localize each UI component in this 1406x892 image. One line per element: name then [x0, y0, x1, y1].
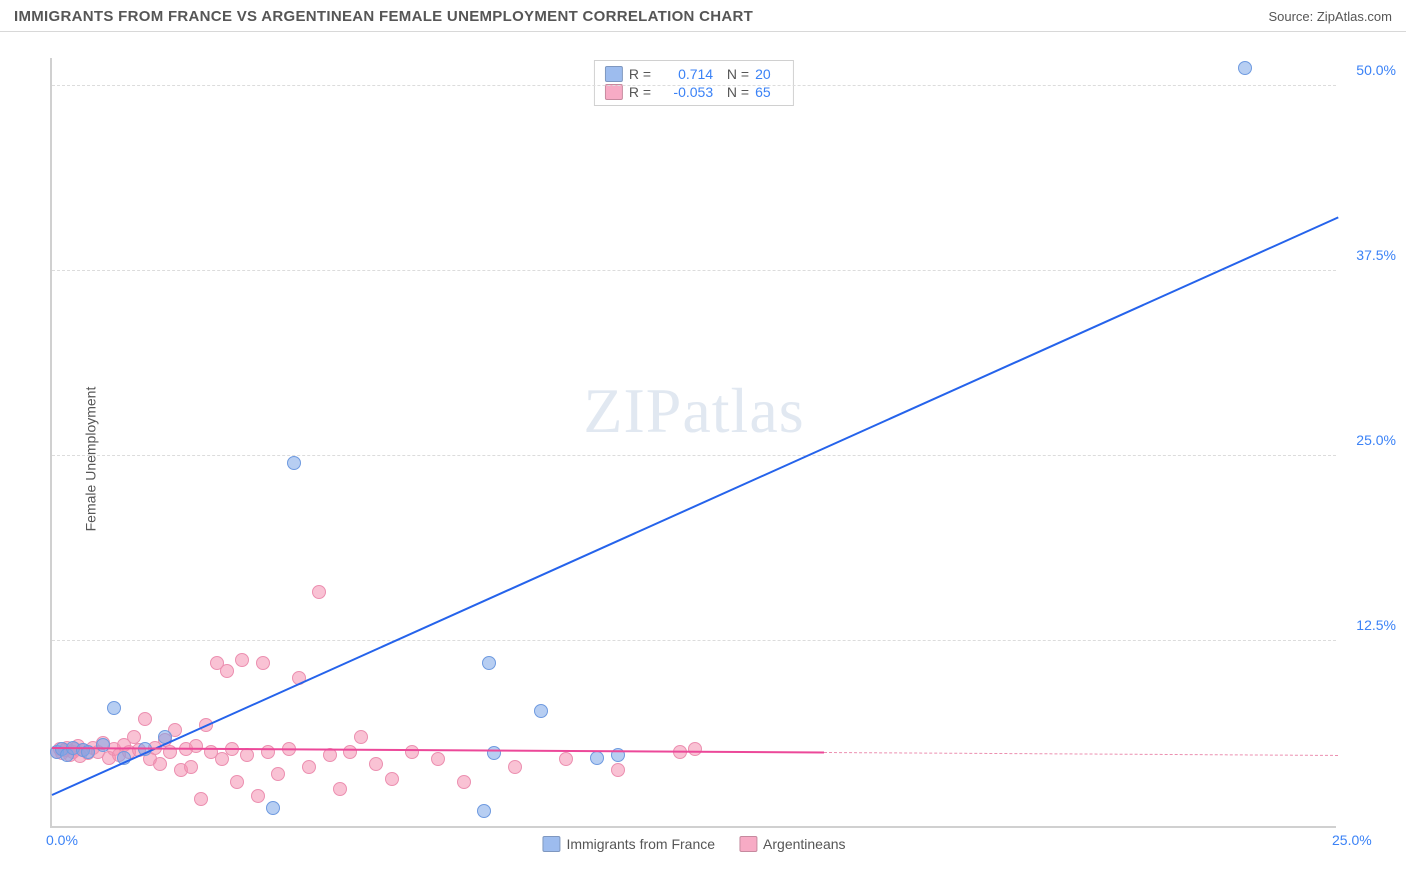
chart-source: Source: ZipAtlas.com: [1268, 9, 1392, 24]
data-point: [590, 751, 604, 765]
data-point: [261, 745, 275, 759]
data-point: [220, 664, 234, 678]
data-point: [153, 757, 167, 771]
data-point: [256, 656, 270, 670]
chart-area: Female Unemployment ZIPatlas R = 0.714 N…: [14, 40, 1392, 878]
data-point: [534, 704, 548, 718]
data-point: [107, 701, 121, 715]
data-point: [508, 760, 522, 774]
legend-item: Immigrants from France: [542, 836, 715, 852]
data-point: [138, 712, 152, 726]
data-point: [611, 763, 625, 777]
data-point: [333, 782, 347, 796]
stats-row-series-1: R = 0.714 N = 20: [605, 65, 783, 83]
data-point: [431, 752, 445, 766]
gridline: [52, 270, 1336, 271]
swatch-icon: [605, 84, 623, 100]
data-point: [688, 742, 702, 756]
x-tick-label: 25.0%: [1332, 832, 1372, 848]
data-point: [369, 757, 383, 771]
y-tick-label: 37.5%: [1344, 247, 1396, 263]
gridline: [52, 455, 1336, 456]
data-point: [1238, 61, 1252, 75]
data-point: [559, 752, 573, 766]
data-point: [343, 745, 357, 759]
swatch-icon: [605, 66, 623, 82]
swatch-icon: [739, 836, 757, 852]
chart-title: IMMIGRANTS FROM FRANCE VS ARGENTINEAN FE…: [14, 8, 753, 25]
data-point: [266, 801, 280, 815]
data-point: [482, 656, 496, 670]
trend-line: [824, 752, 1338, 756]
data-point: [230, 775, 244, 789]
trend-line: [52, 217, 1339, 796]
swatch-icon: [542, 836, 560, 852]
data-point: [354, 730, 368, 744]
chart-header: IMMIGRANTS FROM FRANCE VS ARGENTINEAN FE…: [0, 0, 1406, 32]
data-point: [302, 760, 316, 774]
stats-row-series-2: R = -0.053 N = 65: [605, 83, 783, 101]
plot-region: ZIPatlas R = 0.714 N = 20 R = -0.053 N =…: [50, 58, 1336, 828]
data-point: [251, 789, 265, 803]
data-point: [312, 585, 326, 599]
data-point: [385, 772, 399, 786]
y-tick-label: 25.0%: [1344, 432, 1396, 448]
data-point: [194, 792, 208, 806]
data-point: [96, 738, 110, 752]
correlation-stats-box: R = 0.714 N = 20 R = -0.053 N = 65: [594, 60, 794, 106]
watermark: ZIPatlas: [583, 374, 804, 448]
legend-item: Argentineans: [739, 836, 846, 852]
legend: Immigrants from France Argentineans: [542, 836, 845, 852]
data-point: [235, 653, 249, 667]
data-point: [127, 730, 141, 744]
data-point: [405, 745, 419, 759]
gridline: [52, 640, 1336, 641]
data-point: [477, 804, 491, 818]
gridline: [52, 85, 1336, 86]
data-point: [457, 775, 471, 789]
data-point: [189, 739, 203, 753]
data-point: [215, 752, 229, 766]
data-point: [287, 456, 301, 470]
y-tick-label: 12.5%: [1344, 617, 1396, 633]
data-point: [271, 767, 285, 781]
y-tick-label: 50.0%: [1344, 62, 1396, 78]
data-point: [184, 760, 198, 774]
x-tick-label: 0.0%: [46, 832, 78, 848]
